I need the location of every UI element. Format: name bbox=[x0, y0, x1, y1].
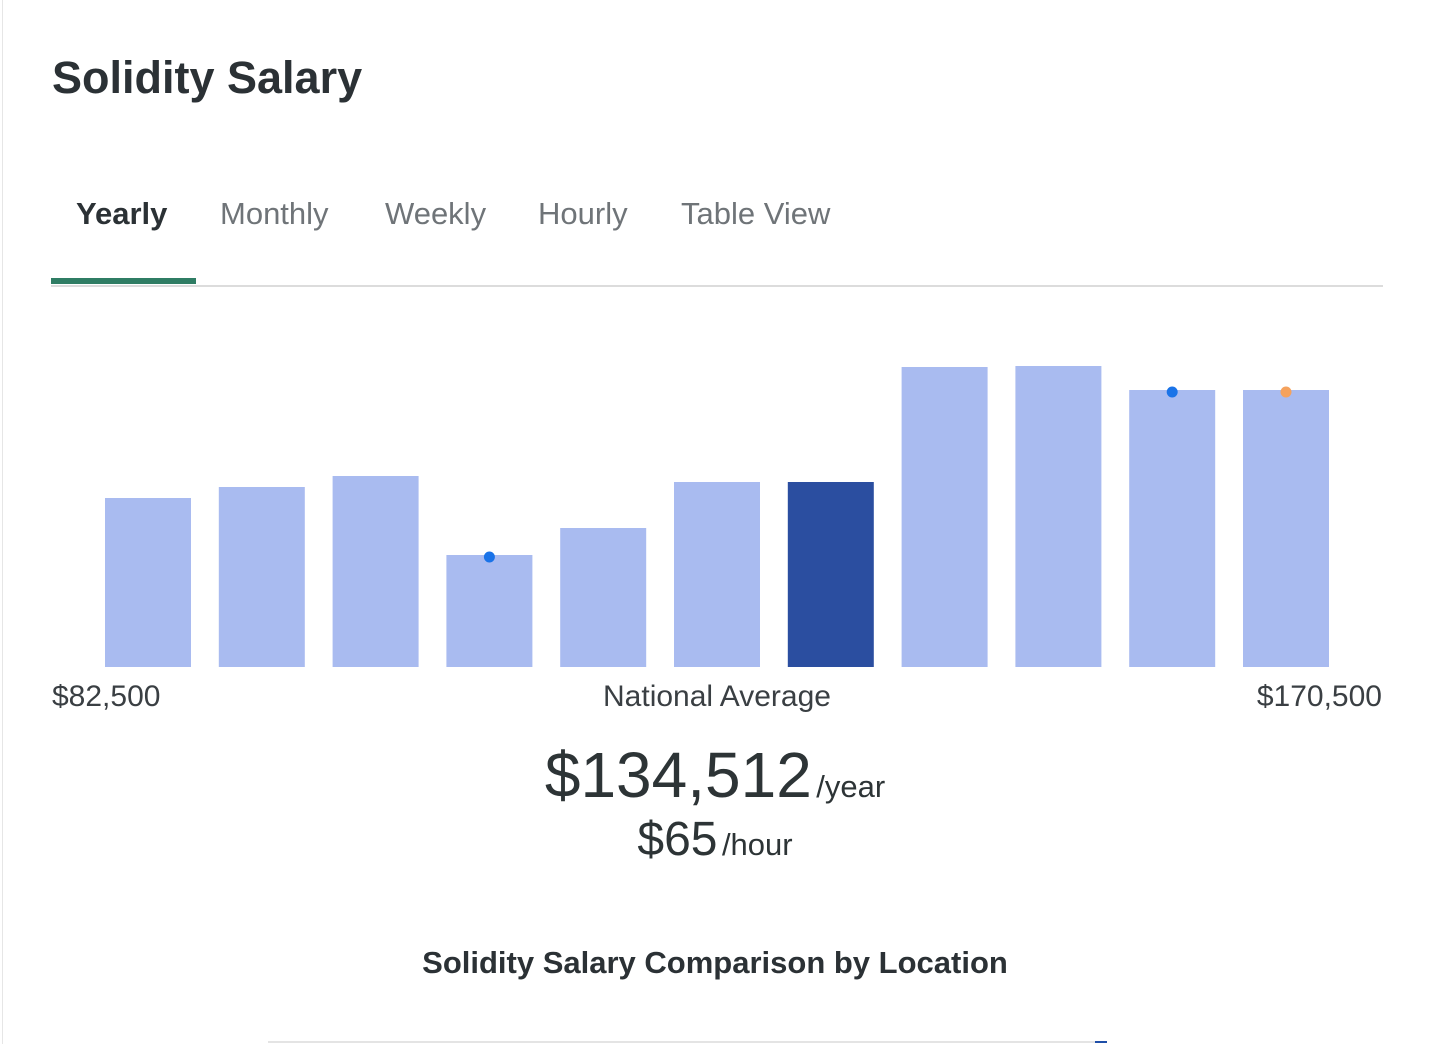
bar bbox=[560, 528, 647, 667]
chart bbox=[105, 366, 1329, 667]
bar bbox=[674, 482, 760, 667]
card-edge bbox=[2, 0, 3, 1044]
tab[interactable]: Yearly bbox=[76, 196, 168, 231]
tab[interactable]: Table View bbox=[681, 196, 831, 231]
marker-dot bbox=[1166, 386, 1178, 398]
hourly-unit: /hour bbox=[721, 827, 793, 862]
tab[interactable]: Hourly bbox=[538, 196, 628, 231]
marker-dot bbox=[1280, 386, 1292, 398]
yearly-salary: $134,512 /year bbox=[0, 738, 1430, 812]
yearly-unit: /year bbox=[816, 769, 886, 804]
bar bbox=[446, 555, 533, 667]
bar bbox=[1243, 390, 1329, 667]
divider bbox=[268, 1041, 1107, 1043]
center-label: National Average bbox=[603, 680, 831, 713]
bar bbox=[332, 476, 419, 667]
page-title: Solidity Salary bbox=[52, 52, 363, 103]
yearly-value: $134,512 bbox=[544, 739, 812, 811]
active-tab-indicator bbox=[51, 278, 196, 284]
tab[interactable]: Monthly bbox=[220, 196, 329, 231]
divider-accent bbox=[1095, 1041, 1107, 1043]
bar bbox=[1129, 390, 1216, 667]
bar bbox=[105, 498, 191, 667]
bar bbox=[1015, 366, 1102, 667]
hourly-value: $65 bbox=[637, 813, 718, 866]
max-label: $170,500 bbox=[1256, 680, 1382, 713]
min-label: $82,500 bbox=[52, 680, 161, 713]
section-title: Solidity Salary Comparison by Location bbox=[422, 945, 1008, 980]
bar bbox=[901, 367, 988, 667]
bar bbox=[218, 487, 305, 667]
tab[interactable]: Weekly bbox=[385, 196, 487, 231]
hourly-salary: $65 /hour bbox=[0, 812, 1430, 867]
bar bbox=[787, 482, 874, 667]
tab-bar: Yearly Monthly Weekly Hourly Table View bbox=[51, 196, 1383, 287]
marker-dot bbox=[483, 551, 495, 563]
